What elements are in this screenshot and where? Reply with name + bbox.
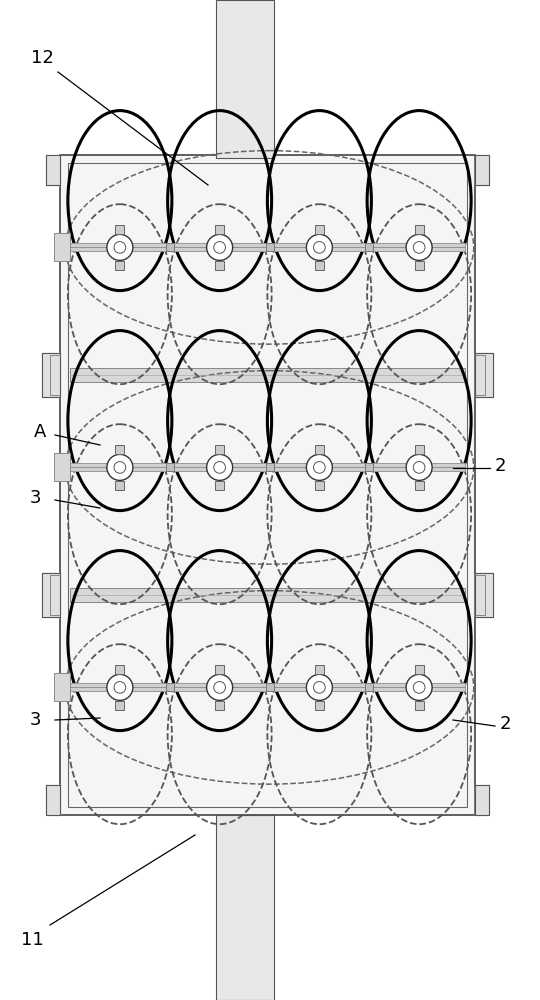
Circle shape	[114, 242, 126, 253]
Bar	[315, 225, 324, 233]
Bar	[116, 481, 124, 490]
Text: 12: 12	[31, 49, 53, 67]
Circle shape	[214, 242, 226, 253]
Bar	[166, 683, 174, 691]
Bar	[266, 243, 273, 251]
Bar	[315, 481, 324, 490]
Bar	[365, 243, 373, 251]
Circle shape	[107, 674, 133, 700]
Circle shape	[207, 234, 233, 260]
Bar	[70, 463, 465, 471]
Bar	[166, 463, 174, 471]
Circle shape	[107, 454, 133, 480]
Bar	[215, 444, 224, 454]
Bar	[415, 701, 423, 710]
Bar	[68, 163, 467, 807]
Bar	[415, 444, 423, 454]
Circle shape	[314, 682, 325, 693]
Polygon shape	[475, 573, 493, 617]
Bar	[415, 481, 423, 490]
Text: 2: 2	[494, 457, 506, 475]
Bar	[315, 261, 324, 270]
Bar	[54, 453, 70, 481]
Bar	[415, 225, 423, 233]
Text: 3: 3	[29, 711, 40, 729]
Circle shape	[114, 462, 126, 473]
Bar	[60, 155, 475, 815]
Text: 2: 2	[500, 715, 511, 733]
Bar	[116, 261, 124, 270]
Bar	[216, 815, 274, 1000]
Bar	[215, 701, 224, 710]
Bar	[166, 243, 174, 251]
Polygon shape	[475, 155, 489, 185]
Bar	[70, 368, 465, 382]
Circle shape	[314, 242, 325, 253]
Bar	[215, 664, 224, 674]
Circle shape	[314, 462, 325, 473]
Circle shape	[406, 454, 432, 480]
Bar	[215, 261, 224, 270]
Bar	[116, 444, 124, 454]
Bar	[215, 225, 224, 233]
Bar	[365, 683, 373, 691]
Circle shape	[114, 682, 126, 693]
Circle shape	[207, 674, 233, 700]
Bar	[70, 588, 465, 602]
Polygon shape	[46, 785, 60, 815]
Circle shape	[413, 242, 425, 253]
Circle shape	[214, 462, 226, 473]
Bar	[70, 243, 465, 251]
Bar	[116, 664, 124, 674]
Circle shape	[306, 234, 333, 260]
Circle shape	[413, 682, 425, 693]
Bar	[315, 664, 324, 674]
Bar	[54, 233, 70, 261]
Text: 11: 11	[21, 931, 43, 949]
Polygon shape	[42, 573, 60, 617]
Circle shape	[413, 462, 425, 473]
Circle shape	[406, 674, 432, 700]
Bar	[315, 701, 324, 710]
Text: 3: 3	[29, 489, 40, 507]
Polygon shape	[42, 353, 60, 397]
Text: A: A	[34, 423, 46, 441]
Bar	[116, 225, 124, 233]
Bar	[266, 683, 273, 691]
Bar	[215, 481, 224, 490]
Bar	[70, 683, 465, 691]
Circle shape	[306, 674, 333, 700]
Circle shape	[406, 234, 432, 260]
Bar	[54, 673, 70, 701]
Polygon shape	[475, 785, 489, 815]
Bar	[415, 261, 423, 270]
Circle shape	[306, 454, 333, 480]
Polygon shape	[46, 155, 60, 185]
Circle shape	[214, 682, 226, 693]
Bar	[365, 463, 373, 471]
Bar	[315, 444, 324, 454]
Polygon shape	[475, 353, 493, 397]
Circle shape	[207, 454, 233, 480]
Bar	[216, 0, 274, 158]
Bar	[116, 701, 124, 710]
Bar	[415, 664, 423, 674]
Bar	[266, 463, 273, 471]
Circle shape	[107, 234, 133, 260]
